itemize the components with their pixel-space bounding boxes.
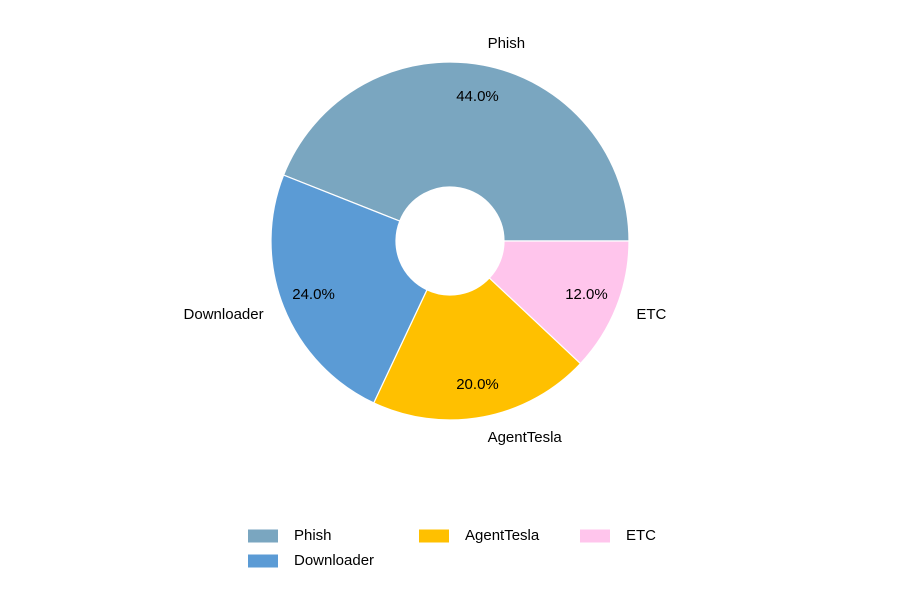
percent-label: 20.0%	[456, 376, 499, 393]
slice-label: Downloader	[184, 306, 264, 323]
donut-slice	[488, 240, 630, 365]
donut-slice	[372, 277, 582, 421]
legend-label: AgentTesla	[465, 527, 540, 544]
slice-label: AgentTesla	[488, 429, 563, 446]
legend-label: Phish	[294, 527, 332, 544]
slice-label: ETC	[636, 306, 666, 323]
donut-slice	[282, 61, 630, 242]
slice-label: Phish	[488, 35, 526, 52]
legend-label: ETC	[626, 527, 656, 544]
percent-label: 12.0%	[565, 286, 608, 303]
percent-label: 24.0%	[292, 286, 335, 303]
legend-swatch	[419, 529, 449, 543]
percent-label: 44.0%	[456, 88, 499, 105]
legend-swatch	[248, 529, 278, 543]
legend-label: Downloader	[294, 552, 374, 569]
legend-swatch	[248, 554, 278, 568]
donut-slice	[270, 174, 428, 404]
legend-swatch	[580, 529, 610, 543]
